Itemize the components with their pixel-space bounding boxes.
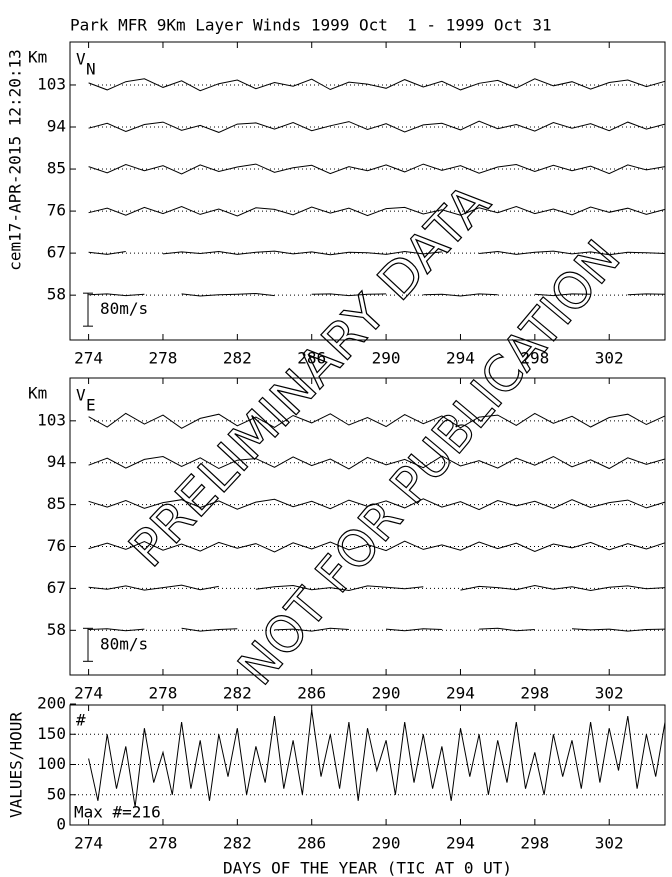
x-tick-label: 278 — [149, 684, 178, 703]
x-tick-label: 274 — [74, 834, 103, 853]
y-tick-label: 94 — [47, 452, 66, 471]
x-tick-label: 286 — [297, 349, 326, 368]
component-label: V — [76, 386, 86, 405]
trace — [88, 412, 666, 429]
y-tick-label: 67 — [47, 243, 66, 262]
trace — [88, 540, 666, 553]
trace — [88, 251, 126, 255]
trace — [88, 205, 666, 217]
x-tick-label: 282 — [223, 349, 252, 368]
trace — [88, 584, 219, 591]
x-axis-title: DAYS OF THE YEAR (TIC AT 0 UT) — [223, 859, 512, 877]
trace — [479, 250, 666, 256]
trace — [162, 250, 442, 256]
component-subscript: E — [86, 396, 96, 415]
trace — [627, 293, 666, 296]
x-tick-label: 290 — [372, 684, 401, 703]
y-tick-label: 58 — [47, 620, 66, 639]
scale-bar-label: 80m/s — [100, 634, 148, 653]
y-tick-label: 76 — [47, 536, 66, 555]
y-tick-label: 200 — [37, 694, 66, 713]
y-tick-label: 58 — [47, 285, 66, 304]
plot-frame — [69, 41, 666, 341]
timestamp: cem17-APR-2015 12:20:13 — [6, 49, 25, 271]
trace — [88, 628, 145, 632]
y-tick-label: 150 — [37, 724, 66, 743]
trace — [460, 584, 666, 592]
trace — [274, 627, 349, 632]
y-tick-label: 103 — [37, 410, 66, 429]
trace — [181, 292, 275, 297]
y-tick-label: 85 — [47, 159, 66, 178]
x-tick-label: 294 — [446, 834, 475, 853]
trace — [386, 628, 442, 632]
x-tick-label: 302 — [595, 349, 624, 368]
x-tick-label: 298 — [520, 684, 549, 703]
y-axis-title: VALUES/HOUR — [7, 712, 26, 818]
trace — [255, 584, 424, 592]
trace — [571, 628, 666, 632]
y-tick-label: 85 — [47, 494, 66, 513]
trace — [423, 293, 498, 297]
trace — [88, 163, 666, 175]
scale-bar-label: 80m/s — [100, 299, 148, 318]
x-tick-label: 274 — [74, 684, 103, 703]
x-tick-label: 282 — [223, 834, 252, 853]
y-unit: Km — [28, 48, 47, 67]
x-tick-label: 282 — [223, 684, 252, 703]
trace — [181, 627, 238, 632]
trace — [534, 293, 591, 297]
x-tick-label: 278 — [149, 349, 178, 368]
x-tick-label: 294 — [446, 349, 475, 368]
y-tick-label: 67 — [47, 578, 66, 597]
y-tick-label: 0 — [56, 815, 66, 834]
trace — [311, 293, 387, 297]
x-tick-label: 298 — [520, 349, 549, 368]
x-tick-label: 278 — [149, 834, 178, 853]
x-tick-label: 274 — [74, 349, 103, 368]
x-tick-label: 302 — [595, 834, 624, 853]
plot-frame — [69, 377, 666, 676]
y-unit: Km — [28, 384, 47, 403]
x-tick-label: 298 — [520, 834, 549, 853]
y-tick-label: 100 — [37, 754, 66, 773]
x-tick-label: 294 — [446, 684, 475, 703]
trace — [479, 627, 535, 632]
y-tick-label: 50 — [47, 784, 66, 803]
x-tick-label: 290 — [372, 834, 401, 853]
chart-title: Park MFR 9Km Layer Winds 1999 Oct 1 - 19… — [70, 16, 552, 35]
y-tick-label: 103 — [37, 74, 66, 93]
trace — [88, 293, 145, 297]
trace — [88, 120, 666, 133]
component-subscript: N — [86, 60, 96, 79]
component-label: V — [76, 50, 86, 69]
x-tick-label: 286 — [297, 684, 326, 703]
x-tick-label: 286 — [297, 834, 326, 853]
x-tick-label: 290 — [372, 349, 401, 368]
trace — [88, 709, 666, 807]
max-label: Max #=216 — [74, 803, 161, 822]
x-tick-label: 302 — [595, 684, 624, 703]
watermark: PRELIMINARY DATA — [118, 173, 501, 578]
marker-label: # — [76, 711, 86, 730]
trace — [88, 455, 666, 470]
y-tick-label: 94 — [47, 117, 66, 136]
trace — [88, 498, 666, 511]
y-tick-label: 76 — [47, 201, 66, 220]
trace — [88, 78, 666, 92]
